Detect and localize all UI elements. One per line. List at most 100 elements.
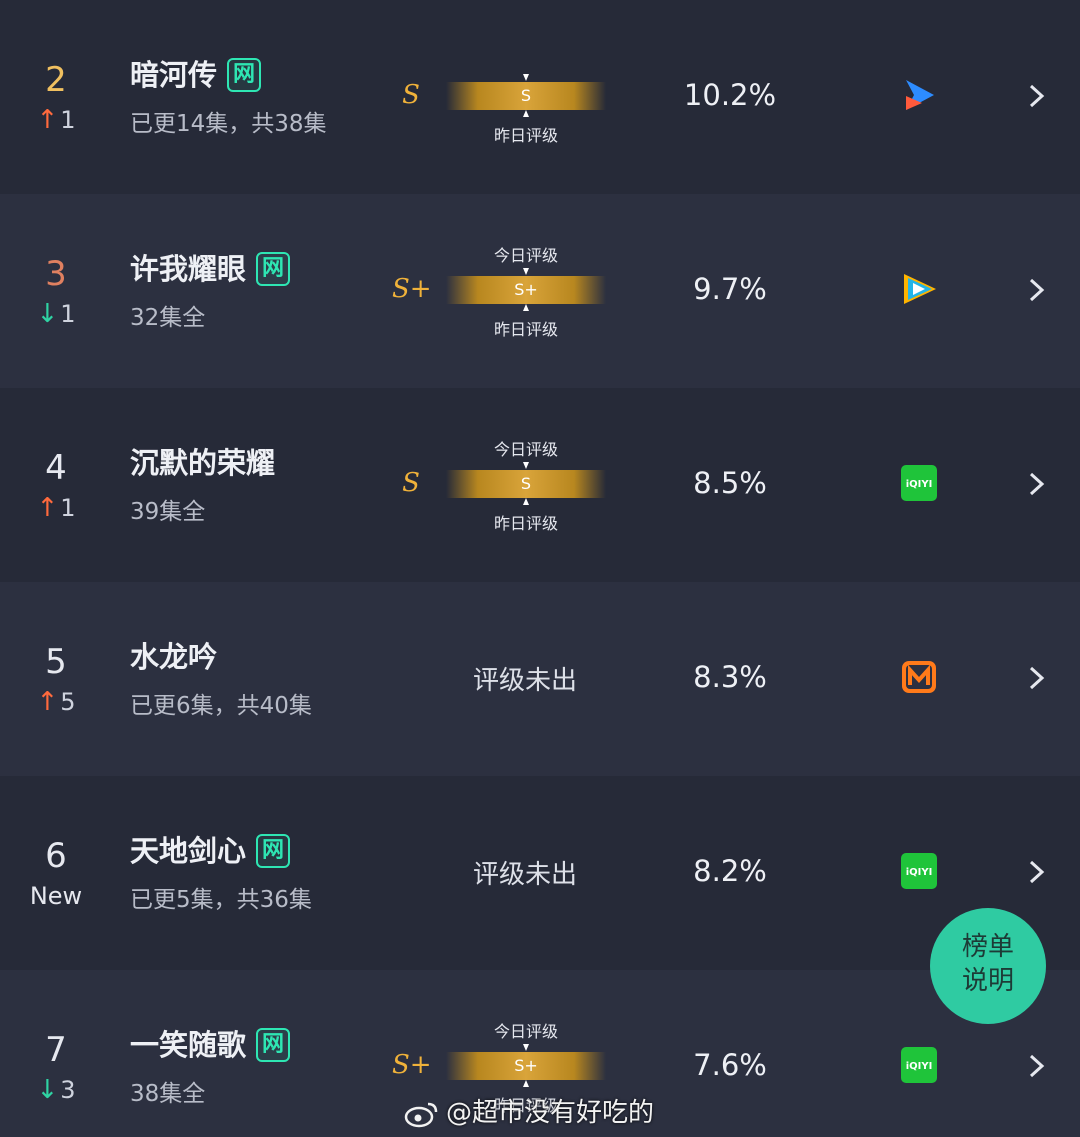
chevron-right-icon[interactable] (1020, 854, 1052, 890)
ranking-row[interactable]: 6 New 天地剑心网 已更5集，共36集 评级未出 8.2% iQIYI (0, 776, 1080, 970)
drama-title-text: 许我耀眼 (130, 252, 247, 286)
drama-title: 一笑随歌网 (130, 1028, 291, 1062)
market-share: 7.6% (693, 1048, 767, 1082)
rank-change: ↑1 (0, 106, 112, 134)
yesterday-grade-label: 昨日评级 (493, 1096, 558, 1115)
today-grade-label: 今日评级 (493, 246, 558, 265)
rank-change: ↓1 (0, 300, 112, 328)
rank-number: 6 (45, 836, 67, 876)
yesterday-grade-label: 昨日评级 (493, 514, 558, 533)
net-drama-badge: 网 (256, 252, 291, 286)
marker-down-icon (523, 1044, 529, 1051)
grade-bar-text: S+ (514, 280, 538, 299)
net-drama-badge: 网 (256, 1028, 291, 1062)
chart-explanation-button[interactable]: 榜单 说明 (930, 908, 1046, 1024)
drama-title: 水龙吟 (130, 640, 217, 674)
marker-down-icon (523, 74, 529, 81)
market-share: 9.7% (693, 272, 767, 306)
marker-up-icon (523, 1080, 529, 1087)
rank-change-value: 3 (60, 1076, 76, 1104)
ranking-row[interactable]: 4 ↑1 沉默的荣耀 39集全 S 今日评级 S 昨日评级 8.5% iQIYI (0, 388, 1080, 582)
rank-change: ↑1 (0, 494, 112, 522)
drama-title: 沉默的荣耀 (130, 446, 275, 480)
market-share: 8.3% (693, 660, 767, 694)
net-drama-badge: 网 (227, 58, 262, 92)
mango-tv-icon (902, 661, 936, 693)
rank-change-value: 1 (60, 494, 76, 522)
chevron-right-icon[interactable] (1020, 1048, 1052, 1084)
grade-letter: S (402, 468, 420, 498)
grade-letter: S (402, 80, 420, 110)
weibo-watermark: @超市没有好吃的 (404, 1092, 654, 1129)
chevron-right-icon[interactable] (1020, 78, 1052, 114)
ranking-row[interactable]: 5 ↑5 水龙吟 已更6集，共40集 评级未出 8.3% (0, 582, 1080, 776)
iqiyi-logo-text: iQIYI (906, 867, 933, 878)
grade-bar: 今日评级 S+ 昨日评级 (446, 1018, 606, 1115)
drama-title-text: 水龙吟 (130, 640, 218, 674)
episode-info: 32集全 (130, 305, 206, 331)
market-share: 8.5% (693, 466, 767, 500)
market-share: 10.2% (683, 78, 777, 112)
rank-change-value: 1 (60, 300, 76, 328)
grade-bar-text: S (520, 474, 532, 493)
grade-bar: 今日评级 S+ 昨日评级 (446, 242, 606, 339)
ranking-row[interactable]: 7 ↓3 一笑随歌网 38集全 S+ 今日评级 S+ 昨日评级 7.6% iQI… (0, 970, 1080, 1137)
rank-change-value: 5 (60, 688, 76, 716)
rank-number: 7 (45, 1030, 67, 1070)
net-drama-badge: 网 (256, 834, 291, 868)
rank-number: 3 (45, 254, 67, 294)
marker-down-icon (523, 462, 529, 469)
rank-change: ↑5 (0, 688, 112, 716)
chevron-right-icon[interactable] (1020, 466, 1052, 502)
ranking-row[interactable]: 2 ↑1 暗河传网 已更14集，共38集 S S 昨日评级 10.2% (0, 0, 1080, 194)
drama-title: 许我耀眼网 (130, 252, 291, 286)
chevron-right-icon[interactable] (1020, 660, 1052, 696)
yesterday-grade-label: 昨日评级 (493, 320, 558, 339)
episode-info: 38集全 (130, 1081, 206, 1107)
iqiyi-logo-text: iQIYI (906, 479, 933, 490)
grade-bar-text: S (520, 86, 532, 105)
grade-unrated: 评级未出 (472, 666, 577, 696)
iqiyi-icon: iQIYI (901, 465, 937, 501)
grade-bar: 今日评级 S 昨日评级 (446, 436, 606, 533)
marker-up-icon (523, 498, 529, 505)
arrow-up-icon: ↑ (36, 493, 59, 523)
arrow-down-icon: ↓ (36, 1075, 59, 1105)
arrow-up-icon: ↑ (36, 105, 59, 135)
tencent-video-icon (904, 274, 936, 304)
today-grade-label: 今日评级 (493, 440, 558, 459)
iqiyi-icon: iQIYI (901, 1047, 937, 1083)
episode-info: 已更6集，共40集 (130, 693, 312, 719)
ranking-row[interactable]: 3 ↓1 许我耀眼网 32集全 S+ 今日评级 S+ 昨日评级 9.7% (0, 194, 1080, 388)
yesterday-grade-label: 昨日评级 (493, 126, 558, 145)
today-grade-label: 今日评级 (493, 1022, 558, 1041)
grade-gradient-bar (446, 470, 606, 498)
grade-unrated: 评级未出 (472, 860, 577, 890)
rank-change: New (0, 882, 112, 910)
grade-bar-text: S+ (514, 1056, 538, 1075)
episode-info: 39集全 (130, 499, 206, 525)
marker-down-icon (523, 268, 529, 275)
marker-up-icon (523, 304, 529, 311)
grade-gradient-bar (446, 276, 606, 304)
chevron-right-icon[interactable] (1020, 272, 1052, 308)
drama-title-text: 一笑随歌 (130, 1028, 247, 1062)
market-share: 8.2% (693, 854, 767, 888)
grade-bar: S 昨日评级 (446, 48, 606, 145)
new-entry-label: New (29, 882, 83, 910)
marker-up-icon (523, 110, 529, 117)
rank-change-value: 1 (60, 106, 76, 134)
episode-info: 已更14集，共38集 (130, 111, 327, 137)
grade-letter: S+ (392, 1050, 432, 1080)
arrow-up-icon: ↑ (36, 687, 59, 717)
youku-icon (906, 80, 934, 110)
iqiyi-icon: iQIYI (901, 853, 937, 889)
rank-number: 2 (45, 60, 67, 100)
rank-change: ↓3 (0, 1076, 112, 1104)
watermark-text: @超市没有好吃的 (446, 1098, 655, 1128)
grade-gradient-bar (446, 82, 606, 110)
chart-explanation-line2: 说明 (961, 966, 1014, 996)
drama-title: 暗河传网 (130, 58, 262, 92)
drama-title-text: 沉默的荣耀 (130, 446, 276, 480)
